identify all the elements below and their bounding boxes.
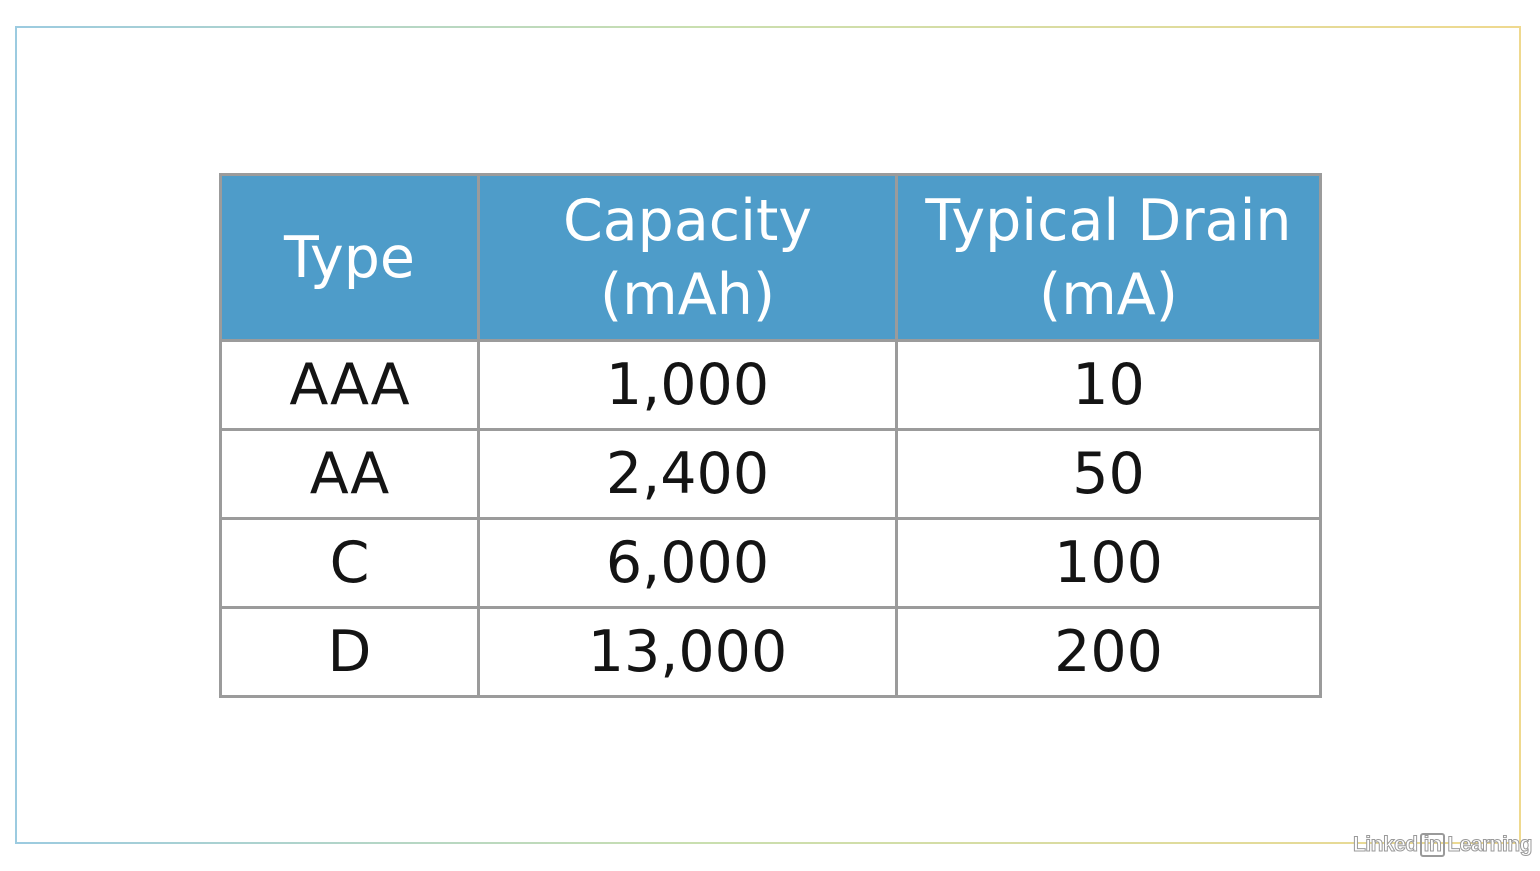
cell-capacity: 2,400 [477,428,898,520]
header-type-label: Type [284,224,415,291]
table-row: AAA 1,000 10 [219,339,1322,431]
cell-typical-drain: 100 [895,517,1322,609]
linkedin-logo-icon: in [1419,833,1446,857]
cell-type: AAA [219,339,480,431]
header-typical-drain-label: Typical Drain [925,187,1292,254]
linkedin-learning-watermark: Linked in Learning [1352,833,1533,857]
cell-capacity: 1,000 [477,339,898,431]
header-row: Type Capacity (mAh) Typical Drain (mA) [219,173,1322,342]
cell-typical-drain: 50 [895,428,1322,520]
watermark-text-learning: Learning [1447,833,1533,857]
cell-type: C [219,517,480,609]
header-typical-drain: Typical Drain (mA) [895,173,1322,342]
header-type: Type [219,173,480,342]
table-row: AA 2,400 50 [219,428,1322,520]
header-capacity-label: Capacity [562,187,813,254]
header-typical-drain-unit: (mA) [1039,261,1178,328]
cell-capacity: 13,000 [477,606,898,698]
battery-table: Type Capacity (mAh) Typical Drain (mA) A… [219,173,1322,698]
watermark-text-linked: Linked [1352,833,1418,857]
cell-capacity: 6,000 [477,517,898,609]
cell-typical-drain: 10 [895,339,1322,431]
header-capacity-unit: (mAh) [599,261,776,328]
table-row: C 6,000 100 [219,517,1322,609]
table-row: D 13,000 200 [219,606,1322,698]
cell-type: D [219,606,480,698]
cell-typical-drain: 200 [895,606,1322,698]
cell-type: AA [219,428,480,520]
header-capacity: Capacity (mAh) [477,173,898,342]
